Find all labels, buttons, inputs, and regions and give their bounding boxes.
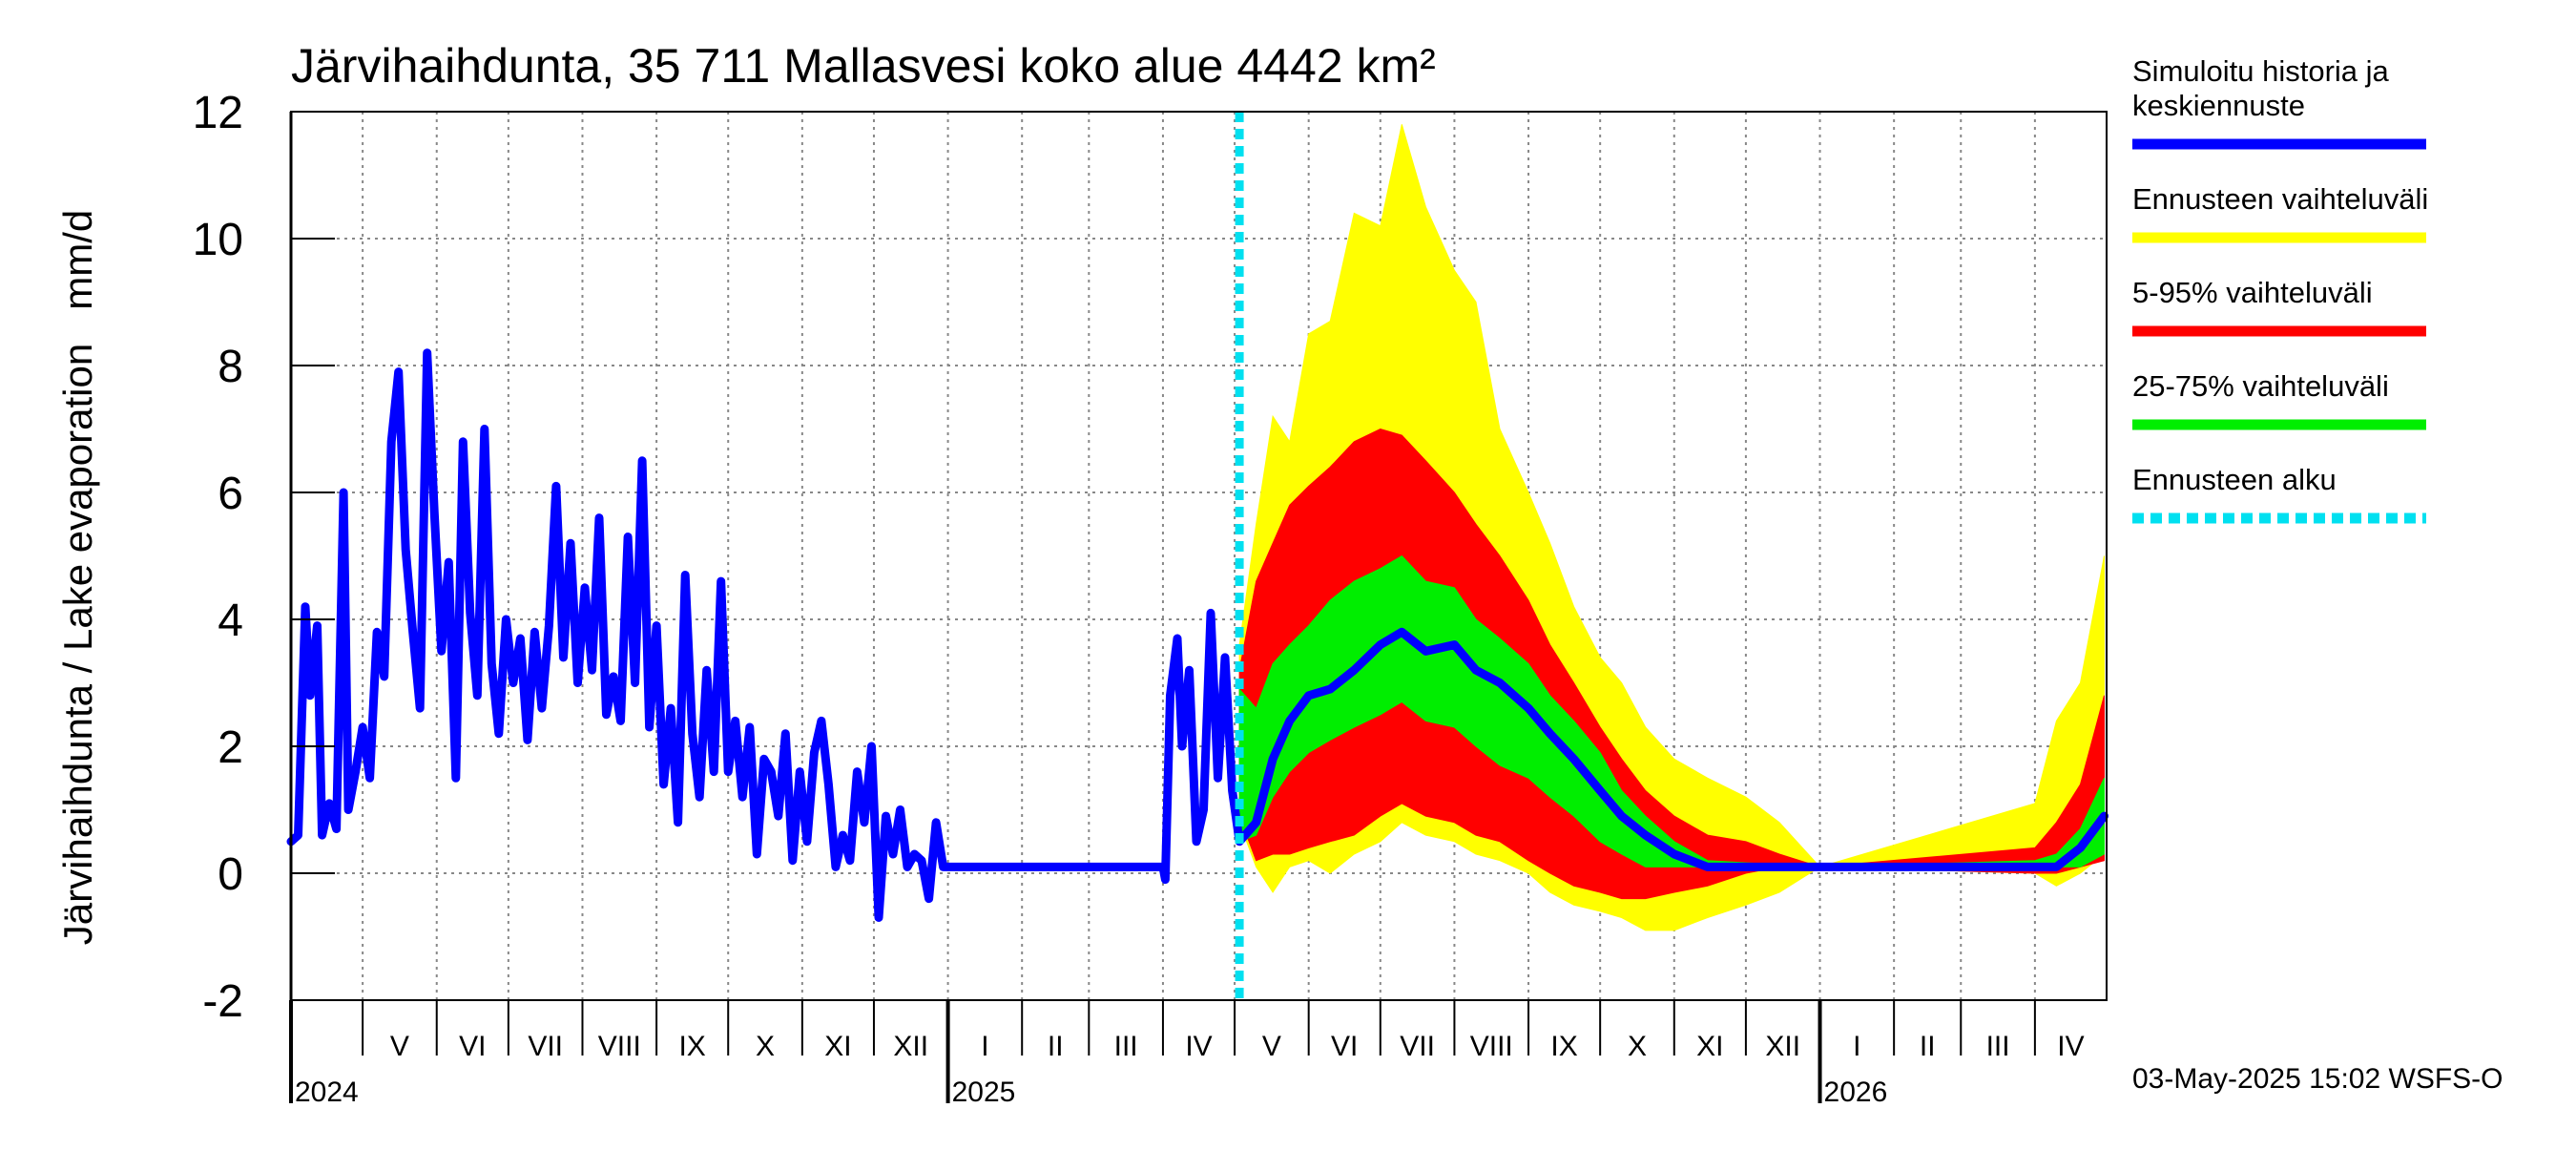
month-label: III — [1114, 1031, 1138, 1062]
y-tick-label: -2 — [202, 976, 243, 1027]
y-axis-label: Järvihaihdunta / Lake evaporation mm/d — [55, 210, 100, 945]
month-label: I — [981, 1031, 988, 1062]
legend-item: 5-95% vaihteluväli — [2132, 276, 2426, 337]
year-label: 2024 — [295, 1077, 359, 1108]
month-label: VIII — [1470, 1031, 1513, 1062]
month-label: VI — [459, 1031, 486, 1062]
month-label: VI — [1331, 1031, 1358, 1062]
legend-item: Ennusteen vaihteluväli — [2132, 182, 2428, 243]
mean-line — [286, 348, 2109, 922]
month-label: IV — [1185, 1031, 1212, 1062]
month-label: II — [1048, 1031, 1064, 1062]
y-tick-label: 12 — [193, 88, 243, 138]
y-tick-label: 4 — [218, 596, 243, 646]
year-label: 2026 — [1824, 1077, 1888, 1108]
month-label: IV — [2057, 1031, 2084, 1062]
legend-item: 25-75% vaihteluväli — [2132, 369, 2426, 430]
month-label: XII — [1765, 1031, 1800, 1062]
month-label: IX — [1550, 1031, 1577, 1062]
month-label: VII — [528, 1031, 563, 1062]
chart-title: Järvihaihdunta, 35 711 Mallasvesi koko a… — [291, 39, 1436, 93]
month-label: XII — [893, 1031, 928, 1062]
month-label: X — [1628, 1031, 1647, 1062]
y-tick-label: 0 — [218, 849, 243, 900]
month-label: VIII — [598, 1031, 641, 1062]
band-5-95-vaihteluv-li — [1238, 428, 2105, 900]
month-label: V — [1262, 1031, 1281, 1062]
month-label: V — [390, 1031, 409, 1062]
y-tick-label: 2 — [218, 722, 243, 773]
legend-label: Simuloitu historia ja — [2132, 54, 2390, 88]
legend-label: Ennusteen vaihteluväli — [2132, 182, 2428, 216]
month-label: VII — [1400, 1031, 1435, 1062]
month-label: II — [1920, 1031, 1936, 1062]
legend-label: Ennusteen alku — [2132, 463, 2337, 496]
legend-label: 5-95% vaihteluväli — [2132, 276, 2373, 309]
y-tick-label: 8 — [218, 342, 243, 392]
month-label: III — [1986, 1031, 2010, 1062]
y-tick-label: 10 — [193, 215, 243, 265]
month-label: IX — [678, 1031, 705, 1062]
legend-label: 25-75% vaihteluväli — [2132, 369, 2389, 403]
legend-label: keskiennuste — [2132, 89, 2305, 122]
month-label: X — [756, 1031, 775, 1062]
footer-timestamp: 03-May-2025 15:02 WSFS-O — [2132, 1063, 2503, 1095]
month-label: I — [1853, 1031, 1860, 1062]
band-25-75-vaihteluv-li — [1238, 554, 2105, 868]
month-label: XI — [1696, 1031, 1723, 1062]
legend-item: Ennusteen alku — [2132, 463, 2426, 524]
forecast-bands — [1238, 124, 2105, 931]
mean-series — [286, 348, 2109, 922]
y-tick-label: 6 — [218, 469, 243, 519]
year-label: 2025 — [952, 1077, 1016, 1108]
month-label: XI — [824, 1031, 851, 1062]
